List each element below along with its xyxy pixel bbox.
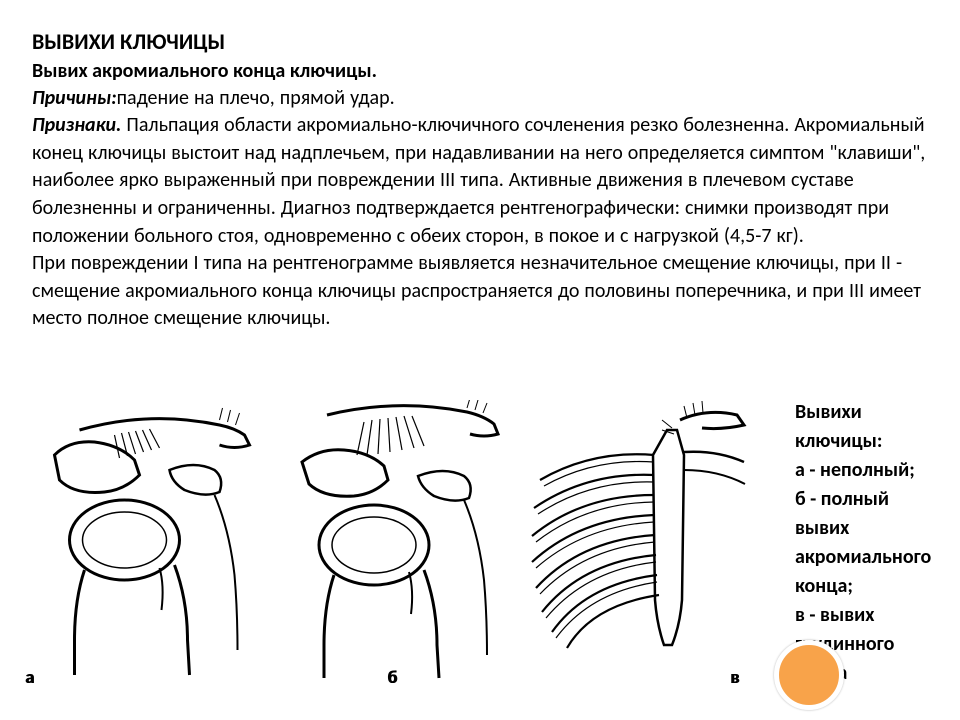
slide: ВЫВИХИ КЛЮЧИЦЫ Вывих акромиального конца…	[0, 0, 960, 720]
legend-line: б - полный	[795, 485, 960, 514]
legend-line: Вывихи	[795, 398, 960, 427]
legend-line: ключицы:	[795, 427, 960, 456]
legend-line: конца;	[795, 572, 960, 601]
body-paragraph-2: При повреждении I типа на рентгенограмме…	[32, 250, 928, 333]
signs-paragraph: Признаки. Пальпация области акромиально-…	[32, 112, 928, 250]
legend-line: акромиального	[795, 543, 960, 572]
legend-line: в - вывих	[795, 601, 960, 630]
legend-line: а - неполный;	[795, 456, 960, 485]
title: ВЫВИХИ КЛЮЧИЦЫ	[32, 28, 928, 57]
anatomy-shoulder-b-icon	[272, 400, 512, 680]
figure-a: а	[17, 400, 272, 700]
figure-c-label: в	[730, 666, 739, 688]
figure-b-label: б	[387, 666, 397, 688]
subtitle: Вывих акромиального конца ключицы.	[32, 57, 928, 85]
legend-line: вывих	[795, 514, 960, 543]
causes-text: падение на плечо, прямой удар.	[117, 86, 395, 110]
anatomy-shoulder-a-icon	[17, 400, 272, 680]
signs-label: Признаки.	[32, 113, 121, 137]
causes-label: Причины:	[32, 86, 117, 110]
accent-circle-icon	[774, 640, 844, 710]
body-paragraph-1: Причины:падение на плечо, прямой удар.	[32, 85, 928, 113]
signs-text: Пальпация области акромиально-ключичного…	[32, 113, 925, 247]
figure-a-label: а	[25, 666, 34, 688]
anatomy-ribcage-c-icon	[512, 400, 757, 680]
figure-c: в	[512, 400, 757, 700]
figure-b: б	[272, 400, 512, 700]
